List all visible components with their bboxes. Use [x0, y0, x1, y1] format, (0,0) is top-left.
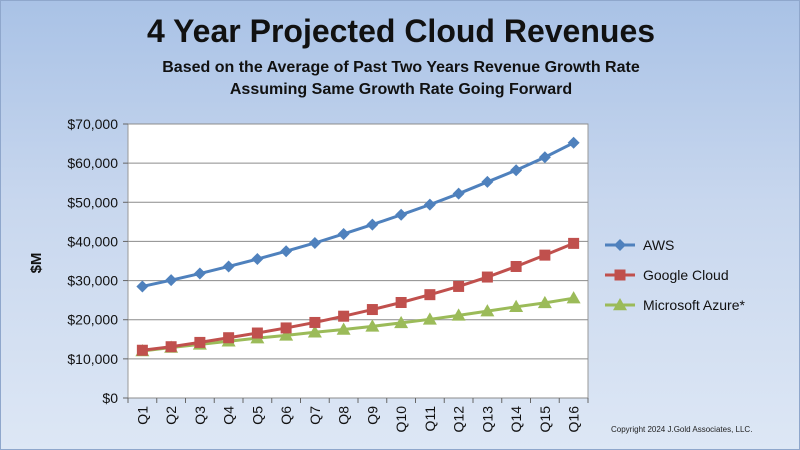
- data-point: [223, 332, 235, 344]
- data-point: [537, 295, 552, 309]
- x-tick-label: Q15: [537, 406, 553, 433]
- x-tick-label: Q8: [336, 406, 352, 425]
- x-tick-label: Q14: [508, 406, 524, 433]
- data-point: [365, 319, 380, 332]
- data-point: [510, 164, 523, 177]
- y-tick-label: $20,000: [67, 312, 118, 328]
- legend-marker: [614, 269, 626, 281]
- chart-title: 4 Year Projected Cloud Revenues: [146, 13, 656, 49]
- x-tick-label: Q5: [249, 406, 265, 425]
- chart-subtitle-line-2: Assuming Same Growth Rate Going Forward: [229, 81, 573, 98]
- series-line: [142, 296, 574, 353]
- data-point: [451, 308, 466, 321]
- y-tick-label: $50,000: [67, 194, 118, 210]
- y-tick-label: $0: [102, 390, 118, 406]
- data-point: [452, 187, 465, 200]
- data-point: [538, 151, 551, 164]
- x-tick-label: Q3: [192, 406, 208, 425]
- data-point: [309, 316, 321, 328]
- data-point: [279, 328, 294, 341]
- data-point: [395, 296, 407, 308]
- data-point: [337, 227, 350, 240]
- x-tick-label: Q6: [278, 406, 294, 425]
- data-point: [136, 344, 148, 356]
- data-point: [280, 245, 293, 258]
- data-point: [366, 218, 379, 231]
- data-point: [307, 325, 322, 338]
- x-tick-label: Q11: [422, 406, 438, 432]
- data-point: [280, 322, 292, 334]
- y-tick-label: $10,000: [67, 351, 118, 367]
- data-point: [509, 299, 524, 313]
- data-point: [510, 260, 522, 272]
- data-point: [222, 260, 235, 273]
- copyright-note: Copyright 2024 J.Gold Associates, LLC.: [611, 425, 753, 434]
- series-line: [142, 141, 575, 288]
- y-tick-label: $60,000: [67, 155, 118, 171]
- data-point: [338, 310, 350, 322]
- data-point: [567, 136, 580, 149]
- data-point: [423, 198, 436, 211]
- x-tick-label: Q16: [566, 406, 582, 433]
- data-point: [251, 327, 263, 339]
- chart-subtitle-line-1: Based on the Average of Past Two Years R…: [162, 59, 640, 76]
- y-tick-label: $40,000: [67, 233, 118, 249]
- legend-item: Microsoft Azure*: [605, 297, 745, 313]
- y-tick-label: $30,000: [67, 273, 118, 289]
- x-tick-label: Q4: [221, 406, 237, 425]
- axes: $0 $10,000 $20,000 $30,000 $40,000 $50,000 $60…: [28, 116, 589, 433]
- data-point: [193, 267, 206, 280]
- data-point: [366, 304, 378, 316]
- legend-label: AWS: [643, 237, 674, 253]
- series-line: [142, 241, 575, 352]
- data-point: [424, 289, 436, 301]
- y-axis-label: $M: [28, 253, 45, 274]
- series-aws: [136, 136, 580, 293]
- data-point: [194, 336, 206, 348]
- data-point: [481, 175, 494, 188]
- legend-marker: [613, 298, 627, 311]
- legend-label: Google Cloud: [643, 267, 729, 283]
- data-point: [480, 304, 495, 317]
- data-point: [395, 208, 408, 221]
- x-tick-label: Q7: [307, 406, 323, 425]
- y-tick-label: $70,000: [67, 116, 118, 132]
- data-point: [136, 280, 149, 293]
- x-tick-label: Q2: [163, 406, 179, 425]
- legend: AWS Google Cloud Microsoft Azure*: [605, 237, 745, 313]
- data-point: [165, 341, 177, 353]
- x-tick-label: Q10: [393, 406, 409, 433]
- data-point: [566, 291, 581, 304]
- x-tick-label: Q9: [364, 406, 380, 425]
- data-point: [481, 271, 493, 283]
- data-point: [539, 249, 551, 261]
- data-point: [336, 322, 351, 335]
- data-point: [394, 315, 409, 329]
- data-point: [422, 312, 437, 325]
- data-point: [165, 274, 178, 287]
- legend-item: AWS: [605, 237, 674, 253]
- x-tick-label: Q1: [134, 406, 150, 425]
- series-google-cloud: [136, 237, 580, 356]
- x-tick-label: Q12: [451, 406, 467, 433]
- legend-marker: [614, 239, 626, 251]
- legend-label: Microsoft Azure*: [643, 297, 745, 313]
- series-group: [135, 136, 581, 357]
- x-tick-label: Q13: [479, 406, 495, 433]
- data-point: [308, 236, 321, 249]
- data-point: [568, 237, 580, 249]
- data-point: [453, 280, 465, 292]
- legend-item: Google Cloud: [605, 267, 729, 283]
